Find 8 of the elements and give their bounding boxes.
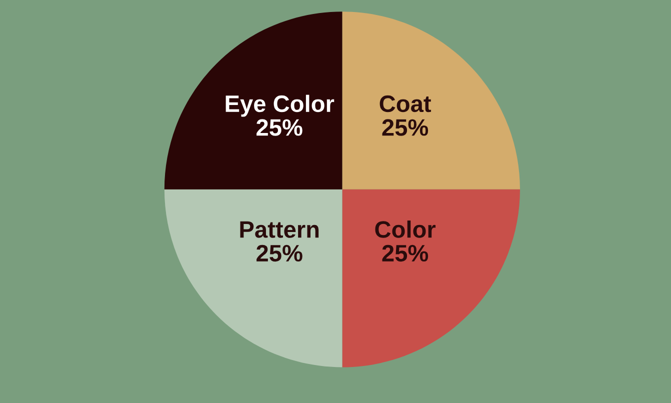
data-label: 25% <box>382 119 428 136</box>
data-label: 25% <box>256 244 302 262</box>
slice-label: Color <box>375 220 436 238</box>
slice-label: Pattern <box>240 221 319 238</box>
data-label: 25% <box>256 119 302 136</box>
slice-label: Eye Color <box>226 94 334 117</box>
data-label: 25% <box>382 244 428 262</box>
slice-label: Coat <box>380 95 432 112</box>
